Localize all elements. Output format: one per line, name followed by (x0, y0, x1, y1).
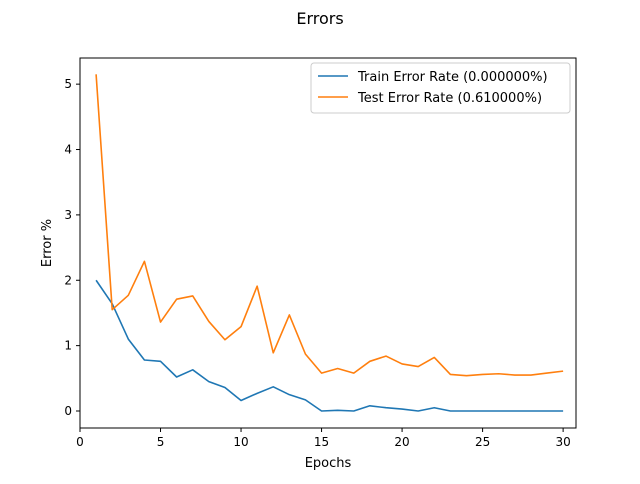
y-tick-label: 0 (64, 404, 72, 418)
plot-area (79, 57, 577, 429)
x-tick-label: 30 (555, 435, 570, 449)
x-axis-label: Epochs (305, 456, 352, 471)
series-line-test-error (95, 74, 564, 377)
x-tick-label: 20 (394, 435, 409, 449)
legend-label: Test Error Rate (0.610000%) (357, 91, 542, 106)
y-tick-label: 5 (64, 77, 72, 91)
x-tick-label: 5 (157, 435, 165, 449)
y-tick-label: 2 (64, 273, 72, 287)
x-tick-label: 15 (314, 435, 329, 449)
legend-items: Train Error Rate (0.000000%) Test Error R… (318, 70, 548, 106)
legend: Train Error Rate (0.000000%) Test Error R… (310, 62, 571, 114)
series-line-train-error (95, 279, 564, 412)
y-axis-label: Error % (40, 219, 55, 267)
series-lines (95, 74, 564, 412)
legend-label: Train Error Rate (0.000000%) (357, 70, 548, 85)
x-tick-label: 0 (76, 435, 84, 449)
y-tick-label: 1 (64, 339, 72, 353)
y-tick-label: 4 (64, 143, 72, 157)
y-tick-label: 3 (64, 208, 72, 222)
y-axis-ticks: 0 1 2 3 4 5 (64, 77, 80, 418)
x-tick-label: 10 (233, 435, 248, 449)
chart-title: Errors (296, 9, 343, 28)
legend-box (310, 62, 571, 114)
x-axis-ticks: 0 5 10 15 20 25 30 (76, 428, 571, 449)
x-tick-label: 25 (475, 435, 490, 449)
